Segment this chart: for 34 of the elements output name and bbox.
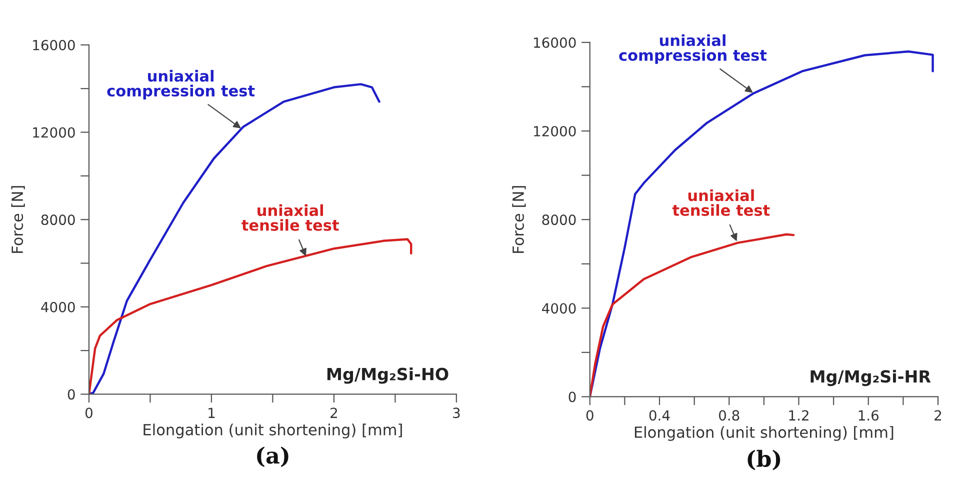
y-tick-label: 8000 bbox=[542, 214, 576, 226]
annotation: uniaxial compression test bbox=[619, 34, 767, 64]
annotation: Mg/Mg₂Si-HO bbox=[327, 367, 448, 384]
x-axis-title: Elongation (unit shortening) [mm] bbox=[144, 424, 402, 438]
y-tick-label: 12000 bbox=[33, 127, 75, 138]
x-tick-label: 1.6 bbox=[858, 410, 879, 421]
x-tick-label: 0.8 bbox=[718, 410, 740, 421]
annotation: uniaxial tensile test bbox=[242, 204, 339, 231]
y-tick-label: 8000 bbox=[41, 214, 75, 226]
text: (a) bbox=[257, 446, 288, 467]
text: (b) bbox=[748, 450, 780, 470]
y-tick-label: 16000 bbox=[534, 37, 576, 48]
y-axis-title: Force [N] bbox=[512, 186, 526, 253]
line-series bbox=[590, 50, 934, 397]
y-tick-label: 4000 bbox=[41, 302, 75, 312]
annotation: Mg/Mg₂Si-HR bbox=[810, 370, 931, 386]
annotation: uniaxial compression test bbox=[107, 70, 255, 100]
x-tick-label: 2 bbox=[330, 408, 337, 418]
x-tick-label: 0 bbox=[85, 408, 92, 418]
x-tick-label: 3 bbox=[453, 408, 460, 418]
x-tick-label: 1 bbox=[208, 408, 215, 418]
x-tick-label: 0.4 bbox=[649, 410, 670, 421]
x-tick-label: 1.2 bbox=[789, 410, 808, 420]
y-axis-title: Force [N] bbox=[11, 186, 25, 253]
x-axis-title: Elongation (unit shortening) [mm] bbox=[634, 426, 894, 441]
annotation: uniaxial tensile test bbox=[672, 189, 770, 216]
x-tick-label: 0 bbox=[586, 410, 594, 421]
x-tick-label: 2 bbox=[934, 410, 942, 420]
y-tick-label: 12000 bbox=[534, 126, 576, 136]
y-tick-label: 4000 bbox=[542, 303, 576, 314]
y-tick-label: 0 bbox=[568, 392, 576, 402]
y-tick-label: 16000 bbox=[33, 40, 75, 50]
line-series bbox=[590, 233, 795, 397]
y-tick-label: 0 bbox=[68, 389, 75, 400]
